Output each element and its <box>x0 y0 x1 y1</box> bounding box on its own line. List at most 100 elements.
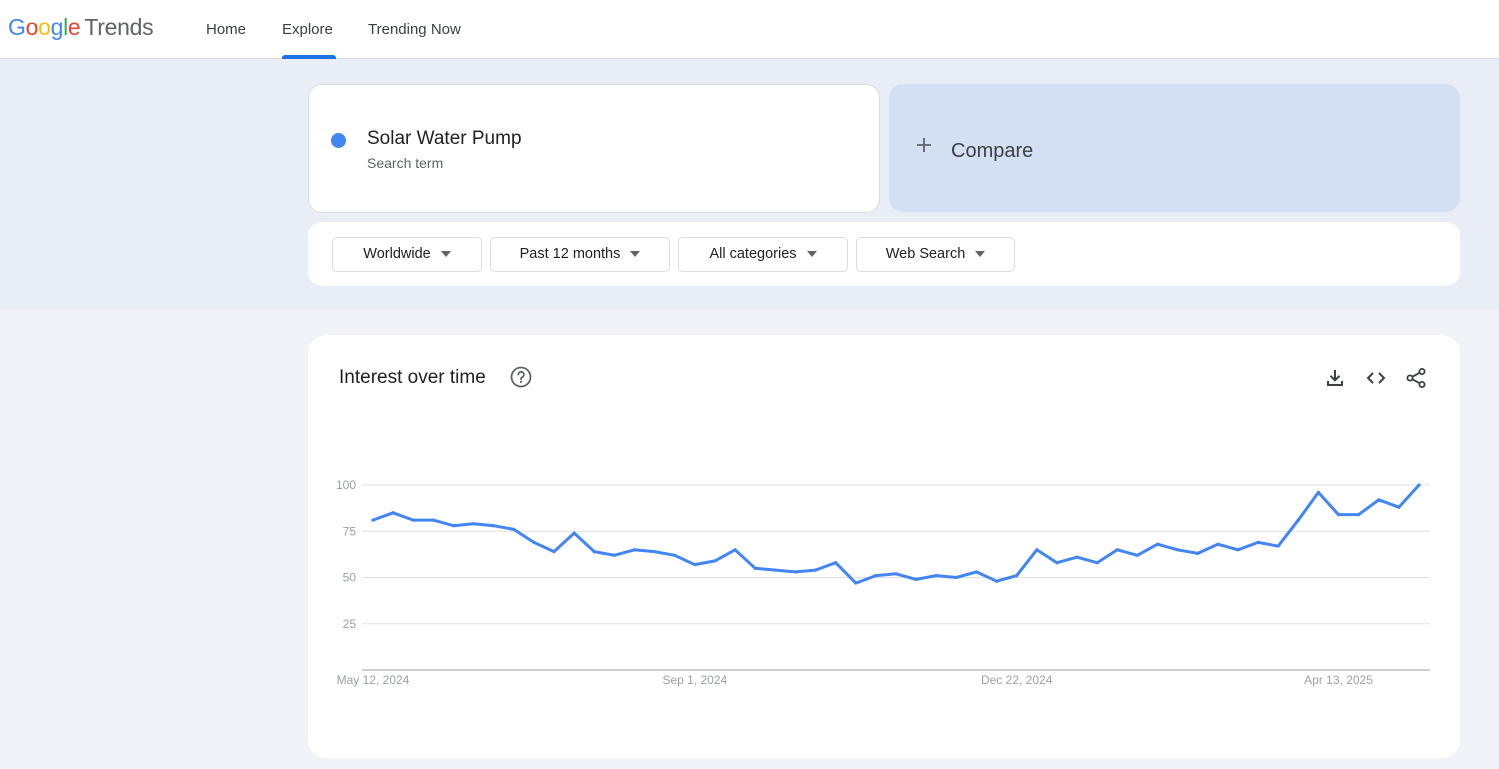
data-point[interactable] <box>1256 540 1260 544</box>
x-tick-label: Dec 22, 2024 <box>981 673 1053 687</box>
google-trends-logo[interactable]: Google Trends <box>8 14 154 41</box>
data-point[interactable] <box>914 577 918 581</box>
data-point[interactable] <box>854 581 858 585</box>
compare-button[interactable]: Compare <box>889 84 1460 212</box>
data-point[interactable] <box>572 531 576 535</box>
embed-icon[interactable] <box>1364 366 1388 390</box>
data-point[interactable] <box>653 550 657 554</box>
nav-trending-now[interactable]: Trending Now <box>368 21 461 38</box>
data-point[interactable] <box>813 568 818 572</box>
dropdown-arrow-icon <box>440 251 451 258</box>
share-icon[interactable] <box>1404 366 1428 390</box>
data-point[interactable] <box>834 561 838 565</box>
filter-time-range[interactable]: Past 12 months <box>490 237 670 272</box>
data-point[interactable] <box>693 562 697 567</box>
data-point[interactable] <box>713 559 717 563</box>
data-point[interactable] <box>431 518 435 522</box>
data-point[interactable] <box>592 550 596 554</box>
chart-title: Interest over time <box>339 367 486 388</box>
data-point[interactable] <box>753 566 757 570</box>
filter-time-label: Past 12 months <box>519 246 621 262</box>
help-icon[interactable] <box>509 365 533 389</box>
y-tick-label: 50 <box>343 571 357 585</box>
data-point[interactable] <box>1236 548 1240 552</box>
data-point[interactable] <box>974 570 979 574</box>
data-point[interactable] <box>1015 574 1019 578</box>
data-point[interactable] <box>894 572 898 576</box>
data-point[interactable] <box>1377 498 1381 502</box>
x-tick-label: Sep 1, 2024 <box>662 673 727 687</box>
data-point[interactable] <box>1276 544 1280 548</box>
series-layer <box>371 483 1421 585</box>
series-line[interactable] <box>371 483 1421 585</box>
interest-line-chart: 25 50 75 100 May 12, 2024 Sep 1, 2024 Dec 22,… <box>336 478 1430 687</box>
data-point[interactable] <box>451 524 456 528</box>
data-point[interactable] <box>773 568 777 572</box>
filter-location-label: Worldwide <box>363 246 431 262</box>
data-point[interactable] <box>532 540 536 544</box>
nav-home[interactable]: Home <box>206 21 247 38</box>
data-point[interactable] <box>411 518 415 522</box>
data-point[interactable] <box>632 548 637 552</box>
data-point[interactable] <box>1357 513 1361 517</box>
top-app-bar: Google Trends Home Explore Trending Now <box>0 0 1499 59</box>
filter-search-type-label: Web Search <box>885 246 966 262</box>
data-point[interactable] <box>874 574 878 578</box>
data-point[interactable] <box>733 548 737 552</box>
filter-category-label: All categories <box>709 246 797 262</box>
compare-label: Compare <box>951 140 1034 162</box>
data-point[interactable] <box>1075 555 1079 559</box>
x-axis-ticks: May 12, 2024 Sep 1, 2024 Dec 22, 2024 Apr 1… <box>337 673 1374 687</box>
filter-category[interactable]: All categories <box>678 237 848 272</box>
data-point[interactable] <box>612 553 616 557</box>
data-point[interactable] <box>1115 548 1119 552</box>
y-tick-label: 75 <box>343 524 357 538</box>
filter-search-type[interactable]: Web Search <box>856 237 1015 272</box>
data-point[interactable] <box>1336 513 1341 517</box>
x-tick-label: Apr 13, 2025 <box>1304 673 1373 687</box>
data-point[interactable] <box>1095 561 1099 565</box>
term-color-dot <box>331 133 346 148</box>
dropdown-arrow-icon <box>806 251 817 258</box>
data-point[interactable] <box>492 524 496 528</box>
data-point[interactable] <box>994 579 999 583</box>
logo-google: Google <box>8 14 81 40</box>
data-point[interactable] <box>1055 561 1059 565</box>
y-tick-label: 25 <box>343 617 357 631</box>
data-point[interactable] <box>673 553 677 557</box>
data-point[interactable] <box>471 522 476 526</box>
nav-explore[interactable]: Explore <box>282 0 336 59</box>
nav-explore-label: Explore <box>282 21 333 38</box>
filter-bar: Worldwide Past 12 months All categories … <box>308 222 1460 286</box>
data-point[interactable] <box>1135 553 1139 557</box>
active-tab-indicator <box>282 55 336 59</box>
data-point[interactable] <box>1155 542 1160 546</box>
search-term-type: Search term <box>367 155 444 171</box>
data-point[interactable] <box>1417 483 1421 487</box>
data-point[interactable] <box>934 574 938 578</box>
grid-lines <box>362 484 1430 671</box>
data-point[interactable] <box>1176 548 1180 552</box>
data-point[interactable] <box>954 575 958 580</box>
plus-icon <box>917 138 931 152</box>
dropdown-arrow-icon <box>630 251 641 258</box>
data-point[interactable] <box>1397 505 1401 509</box>
logo-trends: Trends <box>84 14 154 40</box>
filter-location[interactable]: Worldwide <box>332 237 482 272</box>
search-term-name: Solar Water Pump <box>367 128 522 149</box>
data-point[interactable] <box>552 550 556 554</box>
search-term-card[interactable]: Solar Water Pump Search term <box>308 84 880 213</box>
y-axis-ticks: 25 50 75 100 <box>336 478 356 631</box>
data-point[interactable] <box>1296 518 1300 522</box>
data-point[interactable] <box>1216 542 1220 546</box>
data-point[interactable] <box>793 570 798 574</box>
data-point[interactable] <box>391 511 395 515</box>
data-point[interactable] <box>1196 551 1200 556</box>
x-tick-label: May 12, 2024 <box>337 673 410 687</box>
download-icon[interactable] <box>1323 366 1347 390</box>
y-tick-label: 100 <box>336 478 356 492</box>
data-point[interactable] <box>512 527 516 531</box>
data-point[interactable] <box>371 518 375 522</box>
data-point[interactable] <box>1035 548 1039 552</box>
data-point[interactable] <box>1316 490 1321 494</box>
